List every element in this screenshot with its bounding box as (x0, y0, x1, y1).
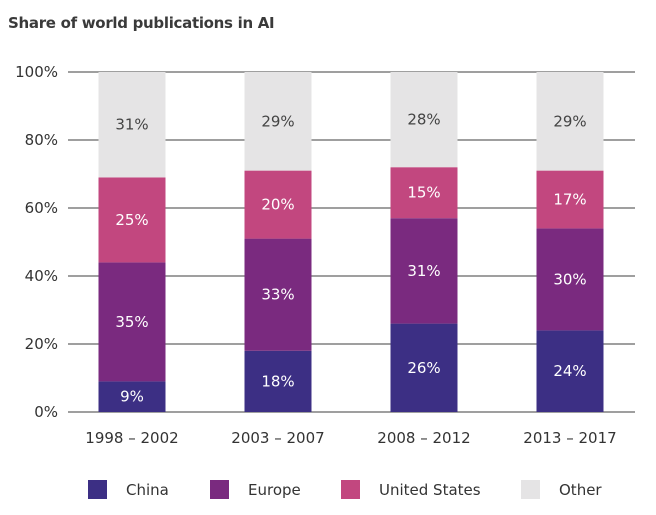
y-tick-label: 80% (25, 131, 58, 149)
y-tick-label: 40% (25, 267, 58, 285)
y-tick-label: 0% (34, 403, 58, 421)
data-label: 18% (261, 372, 294, 390)
data-label: 29% (553, 112, 586, 130)
bar-segment-china (98, 381, 166, 412)
x-tick-label: 2003 – 2007 (231, 429, 324, 447)
bar-segment-europe (390, 218, 458, 324)
y-tick-label: 20% (25, 335, 58, 353)
bar-segment-other (536, 72, 604, 171)
data-label: 35% (115, 313, 148, 331)
data-label: 20% (261, 196, 294, 214)
legend-label: China (126, 481, 169, 499)
bar-segment-europe (536, 228, 604, 331)
x-tick-label: 2008 – 2012 (377, 429, 470, 447)
legend-label: Other (559, 481, 602, 499)
bar-segment-united-states (390, 167, 458, 219)
data-label: 15% (407, 184, 440, 202)
x-tick-label: 1998 – 2002 (85, 429, 178, 447)
legend-swatch (210, 480, 229, 499)
bar-segment-europe (98, 262, 166, 382)
data-label: 24% (553, 362, 586, 380)
data-label: 28% (407, 111, 440, 129)
bar-segment-united-states (244, 170, 312, 239)
bar-segment-china (390, 323, 458, 412)
data-label: 26% (407, 359, 440, 377)
bar-segment-united-states (536, 170, 604, 229)
data-label: 29% (261, 112, 294, 130)
legend-label: Europe (248, 481, 301, 499)
bar-segment-other (390, 72, 458, 168)
data-label: 30% (553, 270, 586, 288)
bar-segment-other (244, 72, 312, 171)
legend-swatch (88, 480, 107, 499)
data-label: 17% (553, 191, 586, 209)
legend-swatch (341, 480, 360, 499)
chart-title: Share of world publications in AI (8, 14, 275, 32)
legend-swatch (521, 480, 540, 499)
bar-segment-other (98, 72, 166, 178)
bar-segment-china (244, 350, 312, 412)
data-label: 31% (407, 262, 440, 280)
x-tick-label: 2013 – 2017 (523, 429, 616, 447)
data-label: 33% (261, 286, 294, 304)
bar-segment-europe (244, 238, 312, 351)
y-tick-label: 60% (25, 199, 58, 217)
data-label: 31% (115, 116, 148, 134)
data-label: 9% (120, 388, 144, 406)
bar-segment-united-states (98, 177, 166, 263)
legend-label: United States (379, 481, 481, 499)
bar-segment-china (536, 330, 604, 412)
data-label: 25% (115, 211, 148, 229)
y-tick-label: 100% (15, 63, 58, 81)
